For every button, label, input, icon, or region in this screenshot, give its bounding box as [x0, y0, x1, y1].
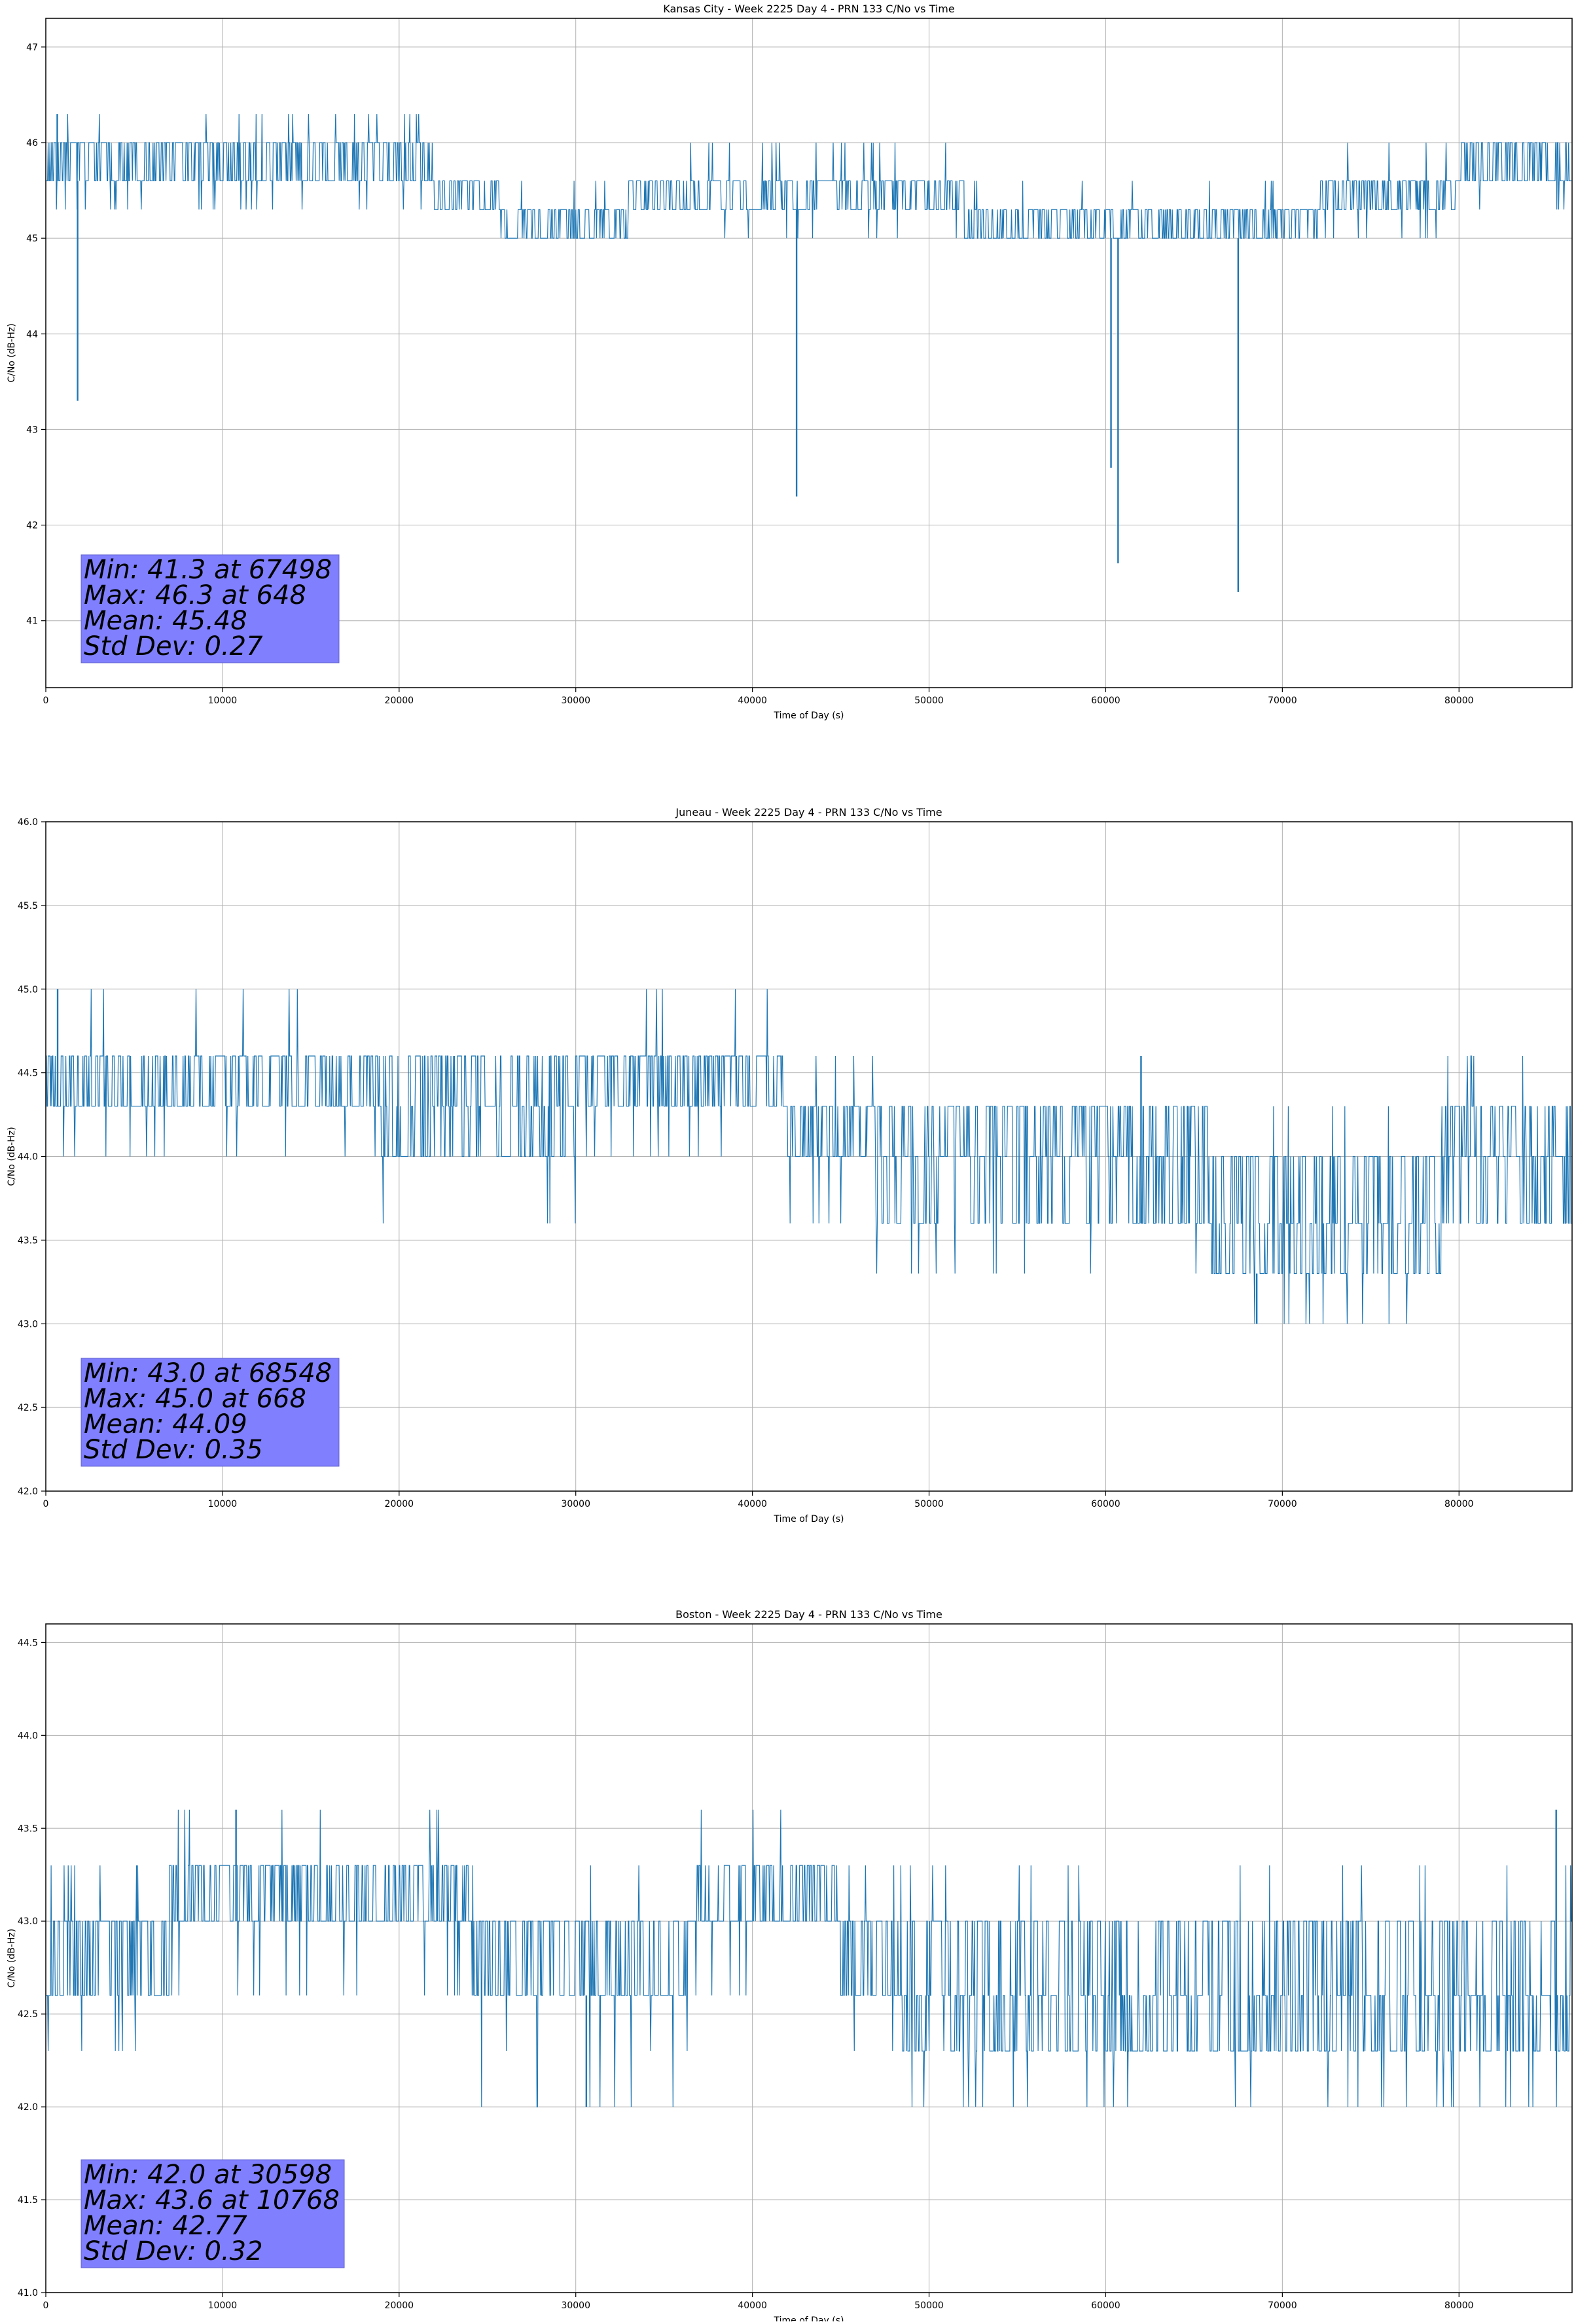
stats-line: Std Dev: 0.35	[84, 1435, 263, 1465]
y-tick-label: 43.0	[18, 1916, 38, 1927]
grid	[45, 18, 1572, 688]
y-tick-label: 43.5	[18, 1235, 38, 1246]
x-tick-label: 50000	[914, 2300, 944, 2311]
axes-frame	[45, 18, 1573, 688]
stats-line: Min: 41.3 at 67498	[84, 555, 332, 585]
y-tick-label: 41.5	[18, 2195, 38, 2206]
cno-series-line	[46, 989, 1572, 1324]
x-tick-label: 10000	[208, 695, 238, 706]
stats-box	[81, 2159, 345, 2268]
stats-line: Min: 43.0 at 68548	[84, 1358, 332, 1388]
series-group	[46, 989, 1572, 1324]
x-tick-label: 80000	[1444, 695, 1474, 706]
chart-title: Boston - Week 2225 Day 4 - PRN 133 C/No …	[675, 1608, 942, 1621]
y-tick-label: 41	[26, 616, 38, 627]
y-tick-label: 42.5	[18, 2009, 38, 2020]
y-tick-label: 43.5	[18, 1823, 38, 1834]
y-tick-label: 42	[26, 521, 38, 531]
y-axis-label: C/No (dB-Hz)	[7, 323, 17, 382]
y-tick-label: 45	[26, 234, 38, 244]
series-group	[46, 1809, 1572, 2107]
series-group	[46, 114, 1572, 592]
y-axis-label: C/No (dB-Hz)	[7, 1127, 17, 1186]
cno-series-line	[46, 1809, 1572, 2107]
x-axis-label: Time of Day (s)	[774, 711, 844, 721]
chart-title: Juneau - Week 2225 Day 4 - PRN 133 C/No …	[675, 806, 942, 819]
x-axis-label: Time of Day (s)	[774, 2315, 844, 2321]
stats-line: Max: 43.6 at 10768	[84, 2185, 340, 2215]
y-axis-label: C/No (dB-Hz)	[7, 1929, 17, 1988]
x-tick-label: 0	[43, 1499, 49, 1509]
stats-line: Mean: 42.77	[84, 2211, 247, 2241]
stats-box	[81, 554, 340, 663]
x-tick-label: 50000	[914, 1499, 944, 1509]
x-tick-label: 60000	[1091, 2300, 1120, 2311]
chart-panel-3: 0 10000 20000 30000 40000 50000 60000 70000 8000…	[7, 1608, 1573, 2324]
stats-line: Max: 46.3 at 648	[84, 580, 306, 610]
y-tick-label: 45.0	[18, 985, 38, 995]
x-tick-label: 50000	[914, 695, 944, 706]
stats-box	[81, 1358, 340, 1467]
x-tick-label: 20000	[385, 695, 414, 706]
y-tick-label: 42.5	[18, 1403, 38, 1413]
x-tick-label: 40000	[738, 1499, 767, 1509]
y-tick-label: 43.0	[18, 1319, 38, 1329]
chart-panel-1: 0 10000 20000 30000 40000 50000 60000 70000 8000…	[7, 3, 1573, 721]
x-tick-label: 70000	[1268, 1499, 1297, 1509]
stats-line: Std Dev: 0.32	[84, 2236, 263, 2266]
y-tick-label: 44.0	[18, 1152, 38, 1163]
y-tick-label: 42.0	[18, 2102, 38, 2113]
x-tick-label: 10000	[208, 2300, 238, 2311]
y-tick-label: 44.0	[18, 1731, 38, 1741]
y-tick-label: 45.5	[18, 901, 38, 911]
x-tick-label: 0	[43, 2300, 49, 2311]
y-tick-label: 44	[26, 329, 38, 340]
x-tick-label: 30000	[561, 2300, 590, 2311]
x-tick-label: 70000	[1268, 695, 1297, 706]
chart-panel-2: 0 10000 20000 30000 40000 50000 60000 70000 8000…	[7, 806, 1573, 1524]
stats-line: Std Dev: 0.27	[84, 631, 263, 661]
stats-line: Mean: 44.09	[84, 1409, 247, 1439]
chart-title: Kansas City - Week 2225 Day 4 - PRN 133 …	[663, 3, 954, 15]
stats-line: Max: 45.0 at 668	[84, 1384, 306, 1414]
x-tick-label: 60000	[1091, 695, 1120, 706]
y-tick-label: 46.0	[18, 817, 38, 828]
x-tick-label: 20000	[385, 1499, 414, 1509]
stats-line: Min: 42.0 at 30598	[84, 2160, 332, 2190]
y-tick-label: 43	[26, 425, 38, 435]
x-tick-label: 80000	[1444, 2300, 1474, 2311]
axes-frame	[45, 1623, 1573, 2293]
x-tick-label: 40000	[738, 695, 767, 706]
x-tick-label: 30000	[561, 695, 590, 706]
y-tick-label: 44.5	[18, 1638, 38, 1648]
x-tick-label: 40000	[738, 2300, 767, 2311]
x-tick-label: 70000	[1268, 2300, 1297, 2311]
x-tick-label: 0	[43, 695, 49, 706]
stats-line: Mean: 45.48	[84, 606, 247, 636]
x-tick-label: 60000	[1091, 1499, 1120, 1509]
x-tick-label: 20000	[385, 2300, 414, 2311]
x-tick-label: 10000	[208, 1499, 238, 1509]
x-axis-label: Time of Day (s)	[774, 1514, 844, 1524]
x-tick-label: 30000	[561, 1499, 590, 1509]
y-tick-label: 41.0	[18, 2288, 38, 2298]
y-tick-label: 46	[26, 138, 38, 149]
cno-series-line	[46, 114, 1572, 239]
y-tick-label: 44.5	[18, 1068, 38, 1079]
x-tick-label: 80000	[1444, 1499, 1474, 1509]
y-tick-label: 47	[26, 43, 38, 53]
y-tick-label: 42.0	[18, 1487, 38, 1497]
